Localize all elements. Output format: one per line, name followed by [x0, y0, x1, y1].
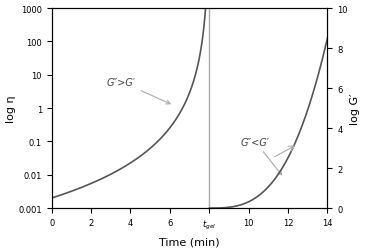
Text: G″>G′: G″>G′ — [107, 77, 170, 105]
Y-axis label: log η: log η — [5, 95, 16, 122]
Text: G″<G′: G″<G′ — [241, 137, 281, 175]
X-axis label: Time (min): Time (min) — [159, 237, 220, 246]
Y-axis label: log G′: log G′ — [350, 93, 361, 124]
